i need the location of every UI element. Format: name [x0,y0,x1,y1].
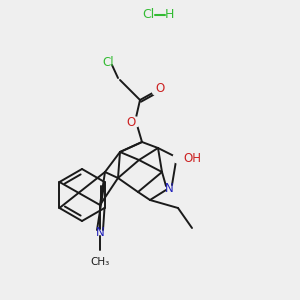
Text: O: O [155,82,165,95]
Text: N: N [165,182,173,194]
Text: OH: OH [183,152,201,164]
Text: CH₃: CH₃ [90,257,110,267]
Text: Cl: Cl [102,56,114,70]
Circle shape [130,117,140,127]
Text: Cl: Cl [142,8,154,22]
Text: O: O [126,116,136,130]
Circle shape [152,84,164,96]
Circle shape [173,153,183,163]
Text: N: N [96,226,104,238]
Text: H: H [164,8,174,22]
